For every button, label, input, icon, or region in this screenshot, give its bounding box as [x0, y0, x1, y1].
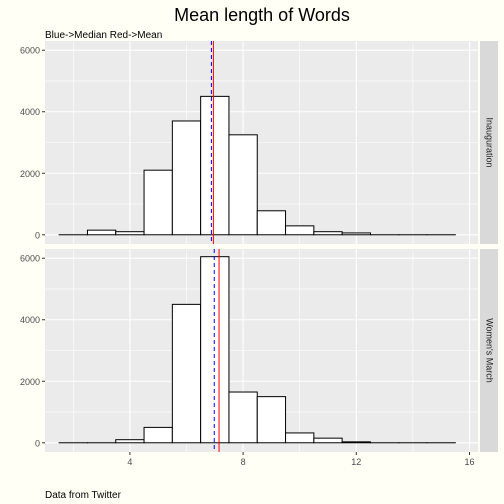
- y-tick-label: 4000: [20, 315, 40, 325]
- facet-panel-1: 0 2000 4000 6000 Women's March 4 8 12 16: [20, 249, 498, 467]
- histogram-bar: [313, 437, 343, 444]
- chart-subtitle: Blue->Median Red->Mean: [45, 30, 162, 41]
- histogram-bar: [143, 426, 173, 444]
- facet-strip-label: Women's March: [485, 318, 495, 383]
- facet-panels: 0 2000 4000 6000 Inauguration 0 2000 4000 6000 Wo…: [20, 41, 498, 467]
- y-tick-label: 6000: [20, 46, 40, 56]
- histogram-bar: [115, 439, 145, 444]
- histogram-bar: [285, 225, 315, 236]
- histogram-bar: [200, 256, 230, 444]
- y-tick-label: 2000: [20, 377, 40, 387]
- histogram-bar: [115, 231, 145, 236]
- facet-strip-label: Inauguration: [485, 117, 495, 167]
- histogram-bar: [256, 396, 287, 444]
- y-tick-label: 6000: [20, 254, 40, 264]
- y-tick-label: 4000: [20, 107, 40, 117]
- x-tick-label: 8: [241, 457, 246, 467]
- histogram-bar: [341, 441, 371, 444]
- facet-strip: [480, 249, 498, 452]
- histogram-bar: [313, 231, 343, 236]
- x-tick-label: 16: [465, 457, 475, 467]
- histogram-bar: [285, 432, 315, 444]
- y-tick-label: 0: [35, 230, 40, 240]
- histogram-bar: [256, 210, 287, 236]
- y-tick-label: 2000: [20, 169, 40, 179]
- facet-strip: [480, 41, 498, 244]
- histogram-bar: [341, 232, 371, 236]
- facet-panel-0: 0 2000 4000 6000 Inauguration: [20, 41, 498, 244]
- histogram-bar: [171, 120, 202, 236]
- histogram-bar: [228, 391, 258, 444]
- x-tick-label: 4: [127, 457, 132, 467]
- histogram-bar: [143, 169, 173, 236]
- histogram-bar: [200, 95, 230, 236]
- chart-title: Mean length of Words: [174, 5, 350, 25]
- histogram-bar: [171, 303, 202, 444]
- histogram-bar: [86, 229, 117, 236]
- chart-caption: Data from Twitter: [45, 490, 122, 501]
- x-tick-label: 12: [351, 457, 361, 467]
- histogram-bar: [228, 134, 258, 236]
- y-tick-label: 0: [35, 438, 40, 448]
